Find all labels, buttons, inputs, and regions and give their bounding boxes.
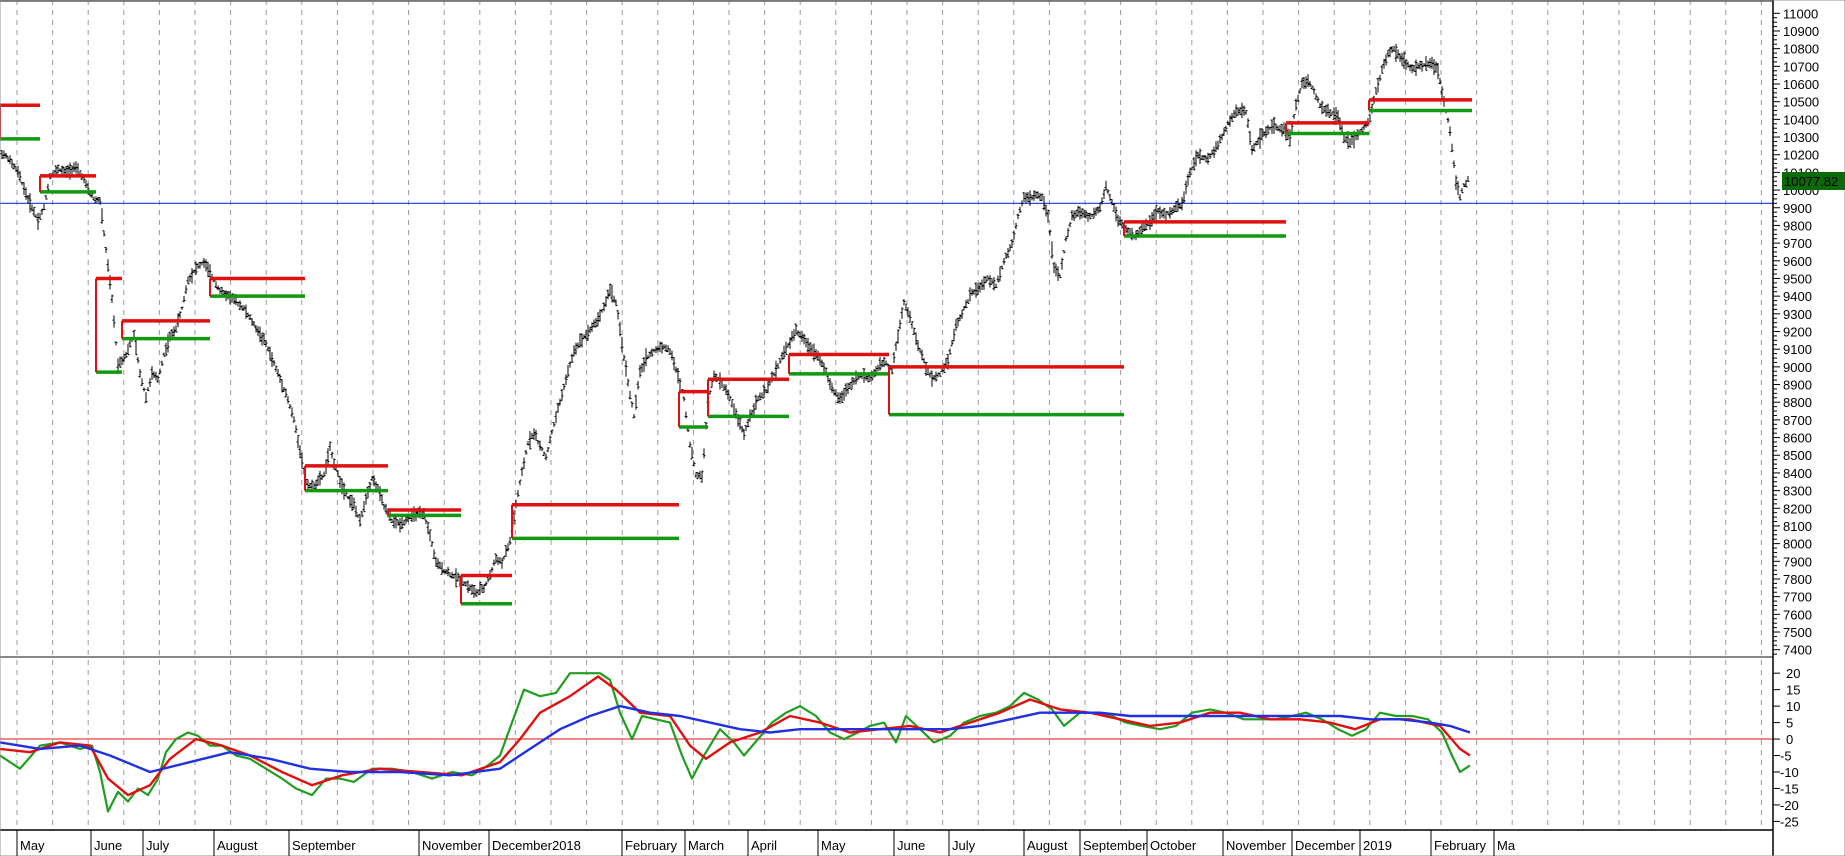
y-tick-label: 10800 [1783, 42, 1819, 57]
x-axis-labels: May June July August September November Decemb… [16, 830, 1516, 856]
y-tick-label: 10500 [1783, 95, 1819, 110]
x-tick-label: March [688, 838, 724, 853]
y-tick-label: 9900 [1783, 201, 1812, 216]
y-tick-label: 8700 [1783, 413, 1812, 428]
last-price-label: 10077.82 [1784, 174, 1838, 189]
oscillator-series-line [0, 672, 1471, 813]
y-tick-label: 7800 [1783, 572, 1812, 587]
last-price-marker: 10077.82 [1782, 172, 1845, 190]
y-tick-label: 10700 [1783, 59, 1819, 74]
y-tick-label: 9100 [1783, 342, 1812, 357]
y-tick-label: 10600 [1783, 77, 1819, 92]
y-tick-label: 9500 [1783, 271, 1812, 286]
osc-y-tick-label: -20 [1780, 798, 1799, 813]
osc-y-tick-label: -25 [1780, 814, 1799, 829]
x-tick-label: September [292, 838, 356, 853]
x-tick-label: May [20, 838, 45, 853]
y-tick-label: 9400 [1783, 289, 1812, 304]
x-tick-label: February [625, 838, 678, 853]
osc-y-tick-label: -10 [1780, 765, 1799, 780]
x-tick-label: August [1027, 838, 1068, 853]
y-tick-label: 8500 [1783, 448, 1812, 463]
price-panel [0, 43, 1773, 606]
x-tick-label: June [897, 838, 925, 853]
x-tick-label: 2019 [1363, 838, 1392, 853]
y-tick-label: 8000 [1783, 537, 1812, 552]
last-price-box [1782, 172, 1845, 190]
osc-y-tick-label: 15 [1786, 683, 1800, 698]
y-tick-label: 11000 [1783, 6, 1818, 21]
y-tick-label: 8100 [1783, 519, 1812, 534]
x-tick-label: July [146, 838, 170, 853]
x-tick-label: Ma [1497, 838, 1516, 853]
y-tick-label: 8300 [1783, 484, 1812, 499]
y-tick-label: 10200 [1783, 148, 1819, 163]
y-tick-label: 9200 [1783, 325, 1812, 340]
osc-y-tick-label: 10 [1786, 699, 1800, 714]
y-tick-label: 9800 [1783, 218, 1812, 233]
x-tick-label: October [1150, 838, 1197, 853]
y-tick-label: 7700 [1783, 590, 1812, 605]
y-tick-label: 9600 [1783, 254, 1812, 269]
y-tick-label: 8900 [1783, 378, 1812, 393]
oscillator-series-line [0, 675, 1471, 797]
x-tick-label: November [1226, 838, 1287, 853]
y-tick-label: 9000 [1783, 360, 1812, 375]
osc-y-tick-label: -15 [1780, 781, 1799, 796]
osc-y-tick-label: -5 [1780, 749, 1792, 764]
osc-y-tick-label: 0 [1786, 732, 1793, 747]
y-tick-label: 8600 [1783, 431, 1812, 446]
y-tick-label: 10400 [1783, 112, 1819, 127]
y-axis-labels: 11000 10900 10800 10700 10600 10500 10400 10300… [1773, 6, 1819, 829]
x-tick-label: February [1434, 838, 1487, 853]
x-tick-label: June [94, 838, 122, 853]
oscillator-panel [0, 672, 1773, 813]
y-tick-label: 7400 [1783, 643, 1812, 658]
y-tick-label: 8200 [1783, 501, 1812, 516]
y-tick-label: 8800 [1783, 395, 1812, 410]
y-tick-label: 7500 [1783, 625, 1812, 640]
y-tick-label: 9300 [1783, 307, 1812, 322]
x-tick-label: September [1083, 838, 1147, 853]
y-tick-label: 8400 [1783, 466, 1812, 481]
y-tick-label: 10900 [1783, 24, 1819, 39]
osc-y-tick-label: 5 [1786, 716, 1793, 731]
y-tick-label: 7600 [1783, 607, 1812, 622]
y-tick-label: 10300 [1783, 130, 1819, 145]
y-tick-label: 9700 [1783, 236, 1812, 251]
oscillator-series-line [0, 704, 1471, 777]
x-tick-label: May [821, 838, 846, 853]
y-tick-label: 7900 [1783, 554, 1812, 569]
x-tick-label: December2018 [492, 838, 581, 853]
x-tick-label: July [952, 838, 976, 853]
x-tick-label: November [422, 838, 483, 853]
osc-y-tick-label: 20 [1786, 666, 1800, 681]
x-tick-label: December [1295, 838, 1356, 853]
x-tick-label: August [217, 838, 258, 853]
x-tick-label: April [751, 838, 777, 853]
